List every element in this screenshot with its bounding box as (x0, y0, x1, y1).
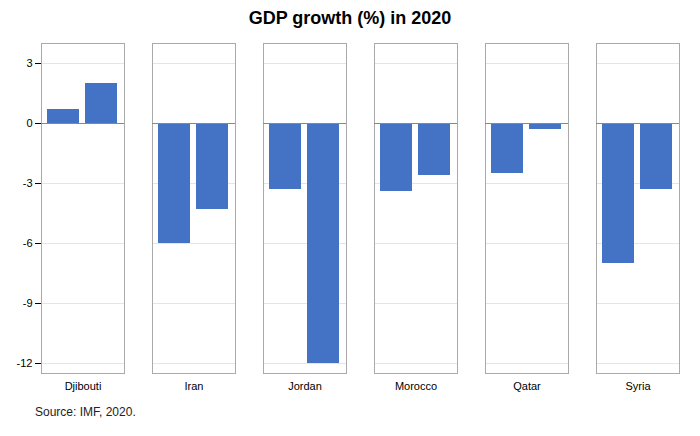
svg-text:-6: -6 (23, 237, 33, 249)
svg-text:Qatar: Qatar (513, 380, 541, 392)
html-text:GDP growth (%) in 2020: GDP growth (%) in 2020 (248, 8, 452, 28)
html-text:Source: IMF, 2020.: Source: IMF, 2020. (35, 405, 136, 419)
svg-text:Jordan: Jordan (288, 380, 322, 392)
svg-text:-12: -12 (17, 357, 33, 369)
svg-text:Morocco: Morocco (395, 380, 437, 392)
svg-text:Djibouti: Djibouti (65, 380, 102, 392)
svg-text:-3: -3 (23, 177, 33, 189)
svg-text:-9: -9 (23, 297, 33, 309)
svg-text:3: 3 (26, 57, 32, 69)
svg-text:0: 0 (26, 117, 32, 129)
svg-text:Syria: Syria (625, 380, 651, 392)
svg-text:Iran: Iran (185, 380, 204, 392)
